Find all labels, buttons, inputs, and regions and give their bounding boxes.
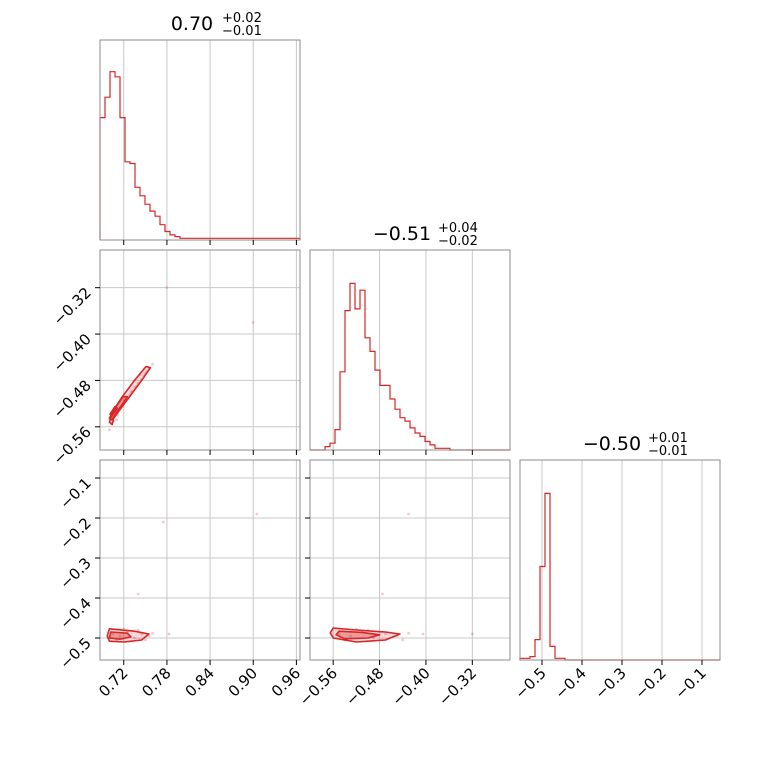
y-tick-label: −0.5	[56, 634, 94, 672]
hist-title-minus-1: −0.02	[438, 234, 478, 249]
sample-point	[421, 632, 425, 636]
sample-point	[470, 632, 474, 636]
sample-point	[136, 592, 140, 596]
sample-point	[143, 638, 147, 642]
y-tick-label: −0.48	[50, 377, 95, 422]
panel-frame	[99, 459, 301, 661]
y-tick-label: −0.56	[50, 423, 95, 468]
hist-panel-1: −0.51 +0.04−0.02	[309, 221, 511, 455]
x-tick-label: −0.5	[511, 664, 549, 702]
sample-point	[381, 592, 384, 596]
density-contour	[109, 405, 119, 418]
hist-title-minus-2: −0.01	[648, 444, 688, 459]
x-tick-label: 0.90	[225, 664, 261, 700]
hist-panel-2: −0.5 −0.4 −0.3 −0.2 −0.1 −0.50 +0.01−0.01	[511, 431, 721, 703]
y-tick-label: −0.3	[56, 554, 94, 592]
hist-step-line	[519, 492, 720, 661]
x-tick-label: 0.84	[182, 664, 218, 700]
sample-point	[136, 628, 140, 632]
y-tick-label: −0.4	[56, 594, 94, 632]
sample-point	[407, 631, 410, 635]
hist-step-line	[99, 71, 301, 240]
sample-point	[115, 418, 118, 422]
sample-point	[151, 362, 154, 366]
y-tick-label: −0.40	[50, 330, 95, 375]
hist-title-0: 0.70	[171, 13, 213, 35]
sample-point	[161, 520, 165, 524]
x-tick-label: 0.72	[95, 664, 131, 700]
sample-point	[401, 638, 405, 642]
panel-frame	[99, 249, 301, 451]
hist-title-2: −0.50	[583, 433, 641, 455]
x-tick-label: −0.1	[671, 664, 709, 702]
density-contour	[108, 631, 132, 640]
x-tick-label: −0.2	[631, 664, 669, 702]
sample-point	[255, 512, 259, 516]
density-contour	[108, 365, 152, 426]
x-tick-label: −0.56	[296, 664, 341, 709]
scatter-panel-p1-vs-p0: −0.56−0.48−0.40−0.32	[50, 249, 301, 468]
sample-point	[133, 636, 136, 640]
x-tick-label: −0.40	[389, 664, 434, 709]
sample-point	[118, 634, 122, 638]
x-tick-label: −0.32	[435, 664, 480, 709]
panel-frame	[519, 459, 721, 661]
sample-point	[111, 632, 115, 636]
panel-frame	[309, 459, 511, 661]
x-tick-label: −0.3	[591, 664, 629, 702]
hist-title-plus-2: +0.01	[648, 431, 688, 446]
hist-panel-0: 0.70 +0.02−0.01	[99, 11, 301, 245]
sample-point	[383, 632, 387, 636]
sample-point	[349, 634, 352, 638]
x-tick-label: −0.48	[342, 664, 387, 709]
y-tick-label: −0.1	[56, 474, 94, 512]
sample-point	[165, 286, 169, 290]
density-contour	[335, 630, 381, 640]
sample-point	[407, 512, 410, 516]
scatter-panel-p2-vs-p1: −0.56 −0.48 −0.40 −0.32	[296, 459, 511, 709]
panel-frame	[309, 249, 511, 451]
x-tick-label: −0.4	[551, 664, 589, 702]
hist-title-plus-0: +0.02	[222, 11, 262, 26]
y-tick-label: −0.2	[56, 514, 94, 552]
hist-title-plus-1: +0.04	[438, 221, 478, 236]
sample-point	[151, 631, 154, 635]
hist-title-1: −0.51	[373, 223, 431, 245]
sample-point	[251, 321, 255, 324]
sample-point	[107, 428, 111, 432]
hist-title-minus-0: −0.01	[222, 24, 262, 39]
scatter-panel-p2-vs-p0: 0.72 0.78 0.84 0.90 0.96−0.5−0.4−0.3−0.2−0.1	[56, 459, 304, 700]
panel-frame	[99, 39, 301, 241]
hist-step-line	[310, 282, 510, 451]
y-tick-label: −0.32	[50, 284, 95, 329]
sample-point	[167, 632, 171, 636]
x-tick-label: 0.78	[138, 664, 174, 700]
